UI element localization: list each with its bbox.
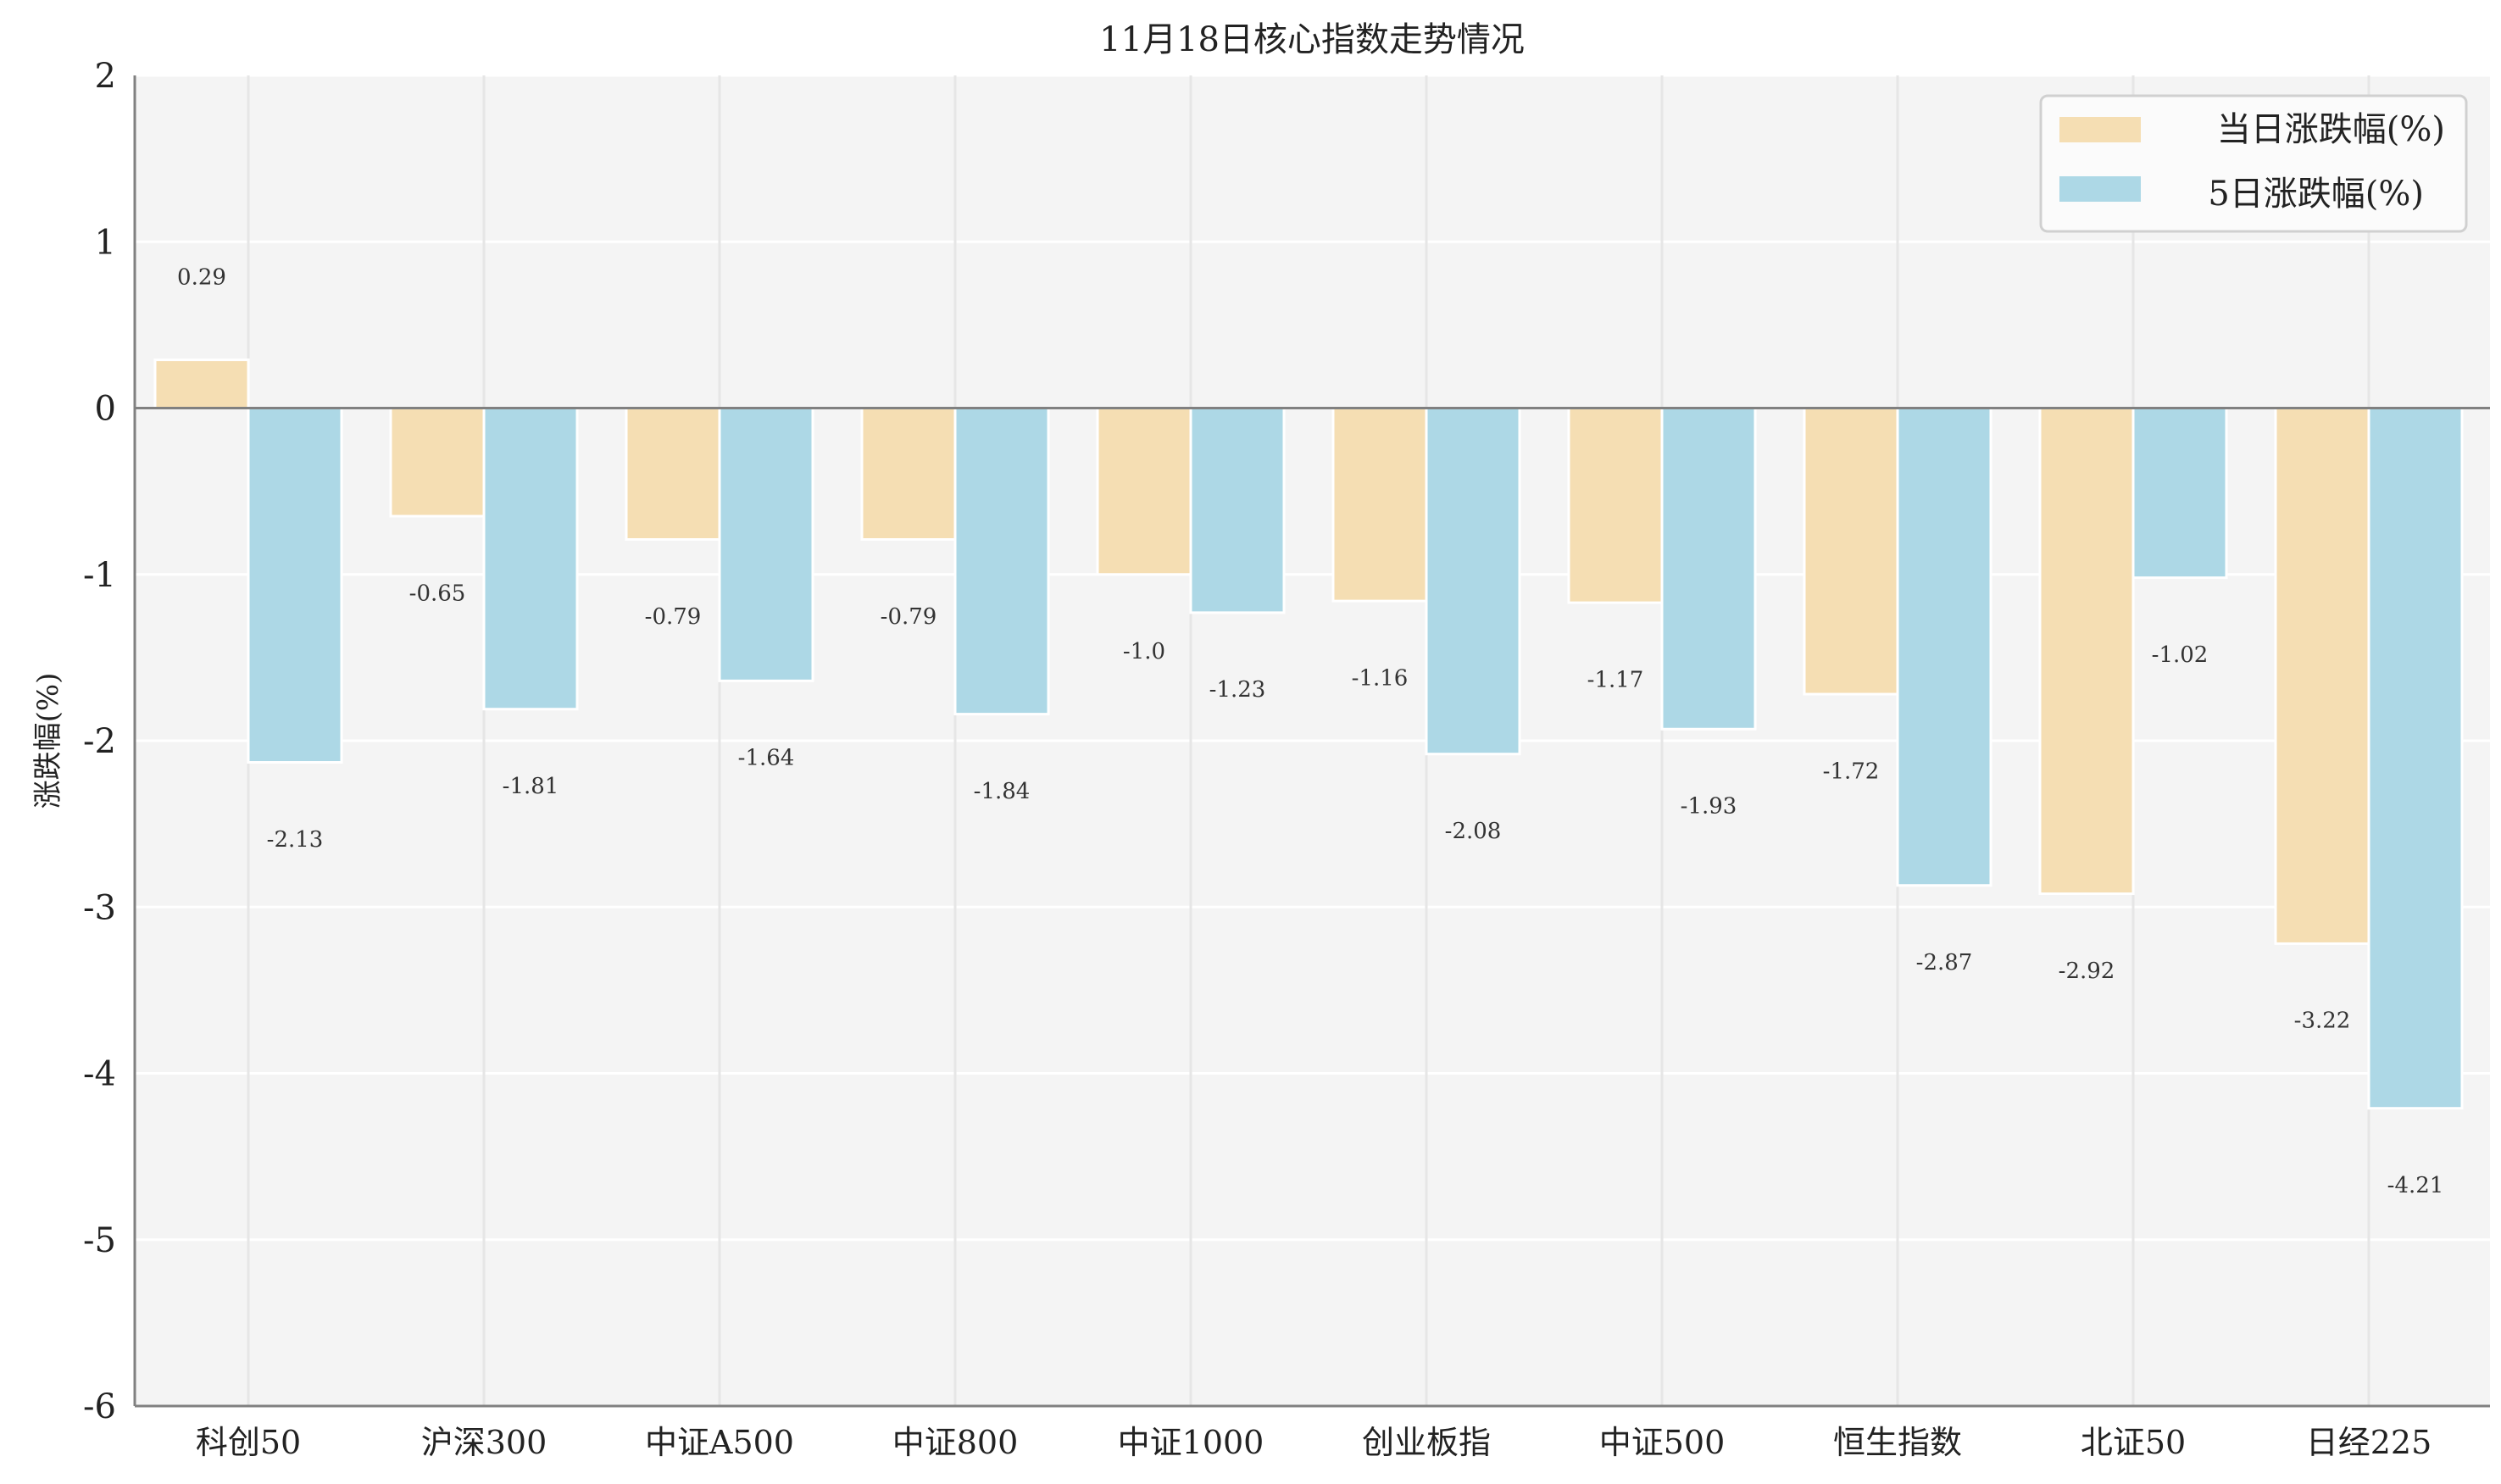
x-tick-label: 日经225 bbox=[2306, 1424, 2432, 1461]
bar-daily bbox=[1096, 407, 1192, 576]
bar-daily bbox=[2038, 407, 2135, 896]
y-tick-label: 0 bbox=[95, 390, 116, 429]
bar-5day bbox=[2367, 407, 2464, 1110]
data-label: -0.65 bbox=[409, 581, 466, 606]
bar-daily bbox=[860, 407, 957, 542]
bar-daily bbox=[1331, 407, 1428, 603]
chart-title: 11月18日核心指数走势情况 bbox=[1099, 20, 1525, 59]
bar-daily bbox=[153, 358, 250, 409]
data-label: -1.81 bbox=[503, 774, 559, 799]
data-label: -1.0 bbox=[1123, 639, 1165, 664]
data-label: -2.13 bbox=[267, 827, 324, 853]
legend-label-5day: 5日涨跌幅(%) bbox=[2208, 175, 2424, 214]
data-label: 0.29 bbox=[177, 264, 226, 290]
bars bbox=[153, 358, 2464, 1110]
data-label: -2.87 bbox=[1916, 950, 1973, 975]
data-label: -1.16 bbox=[1352, 665, 1409, 691]
data-label: -2.08 bbox=[1445, 819, 1502, 844]
x-tick-label: 中证800 bbox=[892, 1424, 1019, 1461]
bar-daily bbox=[1567, 407, 1664, 604]
x-tick-label: 中证500 bbox=[1599, 1424, 1726, 1461]
y-tick-label: -1 bbox=[83, 556, 116, 595]
x-tick-labels: 科创50 沪深300 中证A500 中证800 中证1000 创业板指 中证500 恒生指数 北… bbox=[196, 1424, 2432, 1461]
data-label: -1.64 bbox=[738, 746, 795, 771]
x-tick-label: 创业板指 bbox=[1362, 1424, 1491, 1461]
y-tick-label: 2 bbox=[95, 57, 116, 96]
y-tick-label: -2 bbox=[83, 722, 116, 761]
y-tick-label: 1 bbox=[95, 223, 116, 262]
bar-5day bbox=[247, 407, 343, 764]
bar-5day bbox=[1896, 407, 1992, 887]
x-tick-label: 北证50 bbox=[2081, 1424, 2186, 1461]
data-label: -2.92 bbox=[2059, 959, 2115, 984]
legend-label-daily: 当日涨跌幅(%) bbox=[2217, 110, 2445, 149]
bar-5day bbox=[482, 407, 579, 711]
bar-5day bbox=[2131, 407, 2228, 580]
bar-daily bbox=[625, 407, 721, 542]
bar-5day bbox=[718, 407, 814, 682]
data-label: -1.93 bbox=[1681, 794, 1737, 820]
bar-daily bbox=[2274, 407, 2370, 945]
legend-swatch-daily bbox=[2059, 117, 2141, 142]
y-tick-label: -5 bbox=[83, 1221, 116, 1260]
x-tick-label: 恒生指数 bbox=[1833, 1424, 1962, 1461]
y-tick-labels: 2 1 0 -1 -2 -3 -4 -5 -6 bbox=[83, 57, 116, 1426]
bar-daily bbox=[1803, 407, 1899, 696]
bar-5day bbox=[1425, 407, 1521, 756]
data-label: -1.72 bbox=[1823, 759, 1880, 784]
legend: 当日涨跌幅(%) 5日涨跌幅(%) bbox=[2039, 94, 2468, 233]
y-tick-label: -3 bbox=[83, 888, 116, 927]
bar-5day bbox=[953, 407, 1050, 716]
legend-box bbox=[2039, 94, 2468, 233]
data-label: -4.21 bbox=[2387, 1173, 2444, 1198]
y-axis-label: 涨跌幅(%) bbox=[31, 673, 65, 809]
bar-daily bbox=[389, 407, 486, 518]
data-label: -1.23 bbox=[1209, 677, 1266, 703]
bar-5day bbox=[1189, 407, 1286, 614]
data-label: -1.17 bbox=[1587, 667, 1644, 692]
data-label: -0.79 bbox=[645, 604, 702, 630]
data-label: -0.79 bbox=[881, 604, 937, 630]
data-label: -1.84 bbox=[974, 779, 1031, 804]
x-tick-label: 科创50 bbox=[196, 1424, 301, 1461]
data-labels: 0.29 -0.65 -0.79 -0.79 -1.0 -1.16 -1.17 -1.72 -2… bbox=[177, 264, 2443, 1198]
legend-swatch-5day bbox=[2059, 176, 2141, 202]
bar-5day bbox=[1660, 407, 1757, 731]
data-label: -3.22 bbox=[2294, 1009, 2351, 1034]
x-tick-label: 中证1000 bbox=[1118, 1424, 1264, 1461]
data-label: -1.02 bbox=[2152, 642, 2209, 668]
y-tick-label: -4 bbox=[83, 1055, 116, 1094]
y-tick-label: -6 bbox=[83, 1387, 116, 1426]
x-tick-label: 沪深300 bbox=[421, 1424, 547, 1461]
x-tick-label: 中证A500 bbox=[645, 1424, 794, 1461]
